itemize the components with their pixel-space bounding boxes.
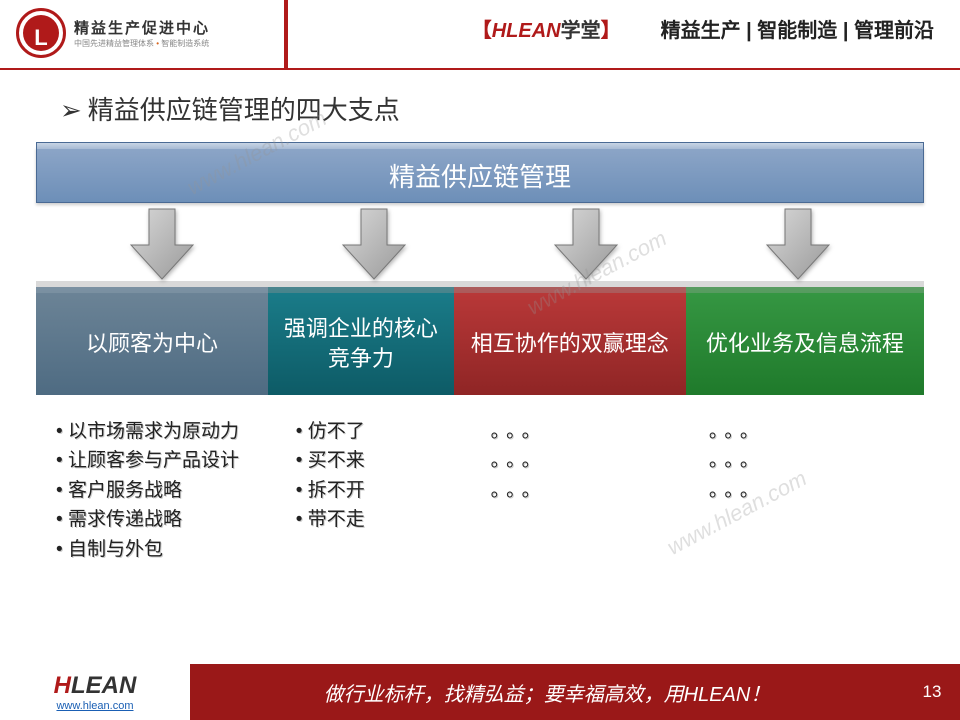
footer-logo-block: HLEAN www.hlean.com	[0, 664, 190, 720]
header-divider	[284, 0, 288, 68]
bullet-item: • 买不来	[296, 446, 457, 475]
pillars-row: 以顾客为中心 强调企业的核心竞争力 相互协作的双赢理念 优化业务及信息流程	[36, 287, 924, 395]
down-arrow-icon	[339, 207, 409, 283]
down-arrow-icon	[551, 207, 621, 283]
pillar-customer: 以顾客为中心	[36, 287, 268, 395]
bullet-col-1: • 仿不了 • 买不来 • 拆不开 • 带不走	[296, 417, 457, 564]
footer: HLEAN www.hlean.com 做行业标杆，找精弘益；要幸福高效，用HL…	[0, 664, 960, 720]
bullet-item: • 带不走	[296, 505, 457, 534]
header-brand: 【HLEAN学堂】	[472, 14, 621, 43]
page-number: 13	[904, 664, 960, 720]
bullet-item: • 自制与外包	[56, 535, 292, 564]
header-tags: 精益生产 | 智能制造 | 管理前沿	[661, 14, 934, 43]
bullet-item: • 拆不开	[296, 476, 457, 505]
bullet-col-3: 。。。 。。。 。。。	[679, 417, 904, 564]
bullet-col-0: • 以市场需求为原动力 • 让顾客参与产品设计 • 客户服务战略 • 需求传递战…	[56, 417, 292, 564]
bullets-row: • 以市场需求为原动力 • 让顾客参与产品设计 • 客户服务战略 • 需求传递战…	[36, 395, 924, 564]
dots-placeholder: 。。。	[461, 417, 675, 446]
footer-url: www.hlean.com	[56, 700, 133, 712]
pillar-competence: 强调企业的核心竞争力	[268, 287, 454, 395]
bullet-item: • 让顾客参与产品设计	[56, 446, 292, 475]
arrows-row	[36, 203, 924, 287]
dots-placeholder: 。。。	[679, 417, 904, 446]
logo-subtitle: 中国先进精益管理体系 • 智能制造系统	[74, 38, 210, 49]
dots-placeholder: 。。。	[461, 446, 675, 475]
down-arrow-icon	[127, 207, 197, 283]
logo-block: L 精益生产促进中心 中国先进精益管理体系 • 智能制造系统	[16, 8, 210, 58]
bullet-item: • 仿不了	[296, 417, 457, 446]
dots-placeholder: 。。。	[679, 476, 904, 505]
diagram: 精益供应链管理 以顾客为中心 强调企业的核心竞争力 相互协作的双赢理念 优化业务…	[0, 127, 960, 564]
header-underline	[0, 68, 960, 70]
logo-icon: L	[16, 8, 66, 58]
dots-placeholder: 。。。	[679, 446, 904, 475]
down-arrow-icon	[763, 207, 833, 283]
pillar-process: 优化业务及信息流程	[686, 287, 924, 395]
footer-slogan: 做行业标杆，找精弘益；要幸福高效，用HLEAN！	[190, 664, 904, 720]
bullet-col-2: 。。。 。。。 。。。	[461, 417, 675, 564]
bullet-item: • 需求传递战略	[56, 505, 292, 534]
footer-logo: HLEAN	[54, 672, 137, 700]
dots-placeholder: 。。。	[461, 476, 675, 505]
bullet-item: • 客户服务战略	[56, 476, 292, 505]
pillar-winwin: 相互协作的双赢理念	[454, 287, 686, 395]
slide-title: ➢精益供应链管理的四大支点	[0, 70, 960, 127]
header: L 精益生产促进中心 中国先进精益管理体系 • 智能制造系统 【HLEAN学堂】…	[0, 0, 960, 70]
bullet-item: • 以市场需求为原动力	[56, 417, 292, 446]
logo-title: 精益生产促进中心	[74, 17, 210, 38]
bullet-arrow-icon: ➢	[60, 95, 82, 125]
top-beam: 精益供应链管理	[36, 147, 924, 203]
